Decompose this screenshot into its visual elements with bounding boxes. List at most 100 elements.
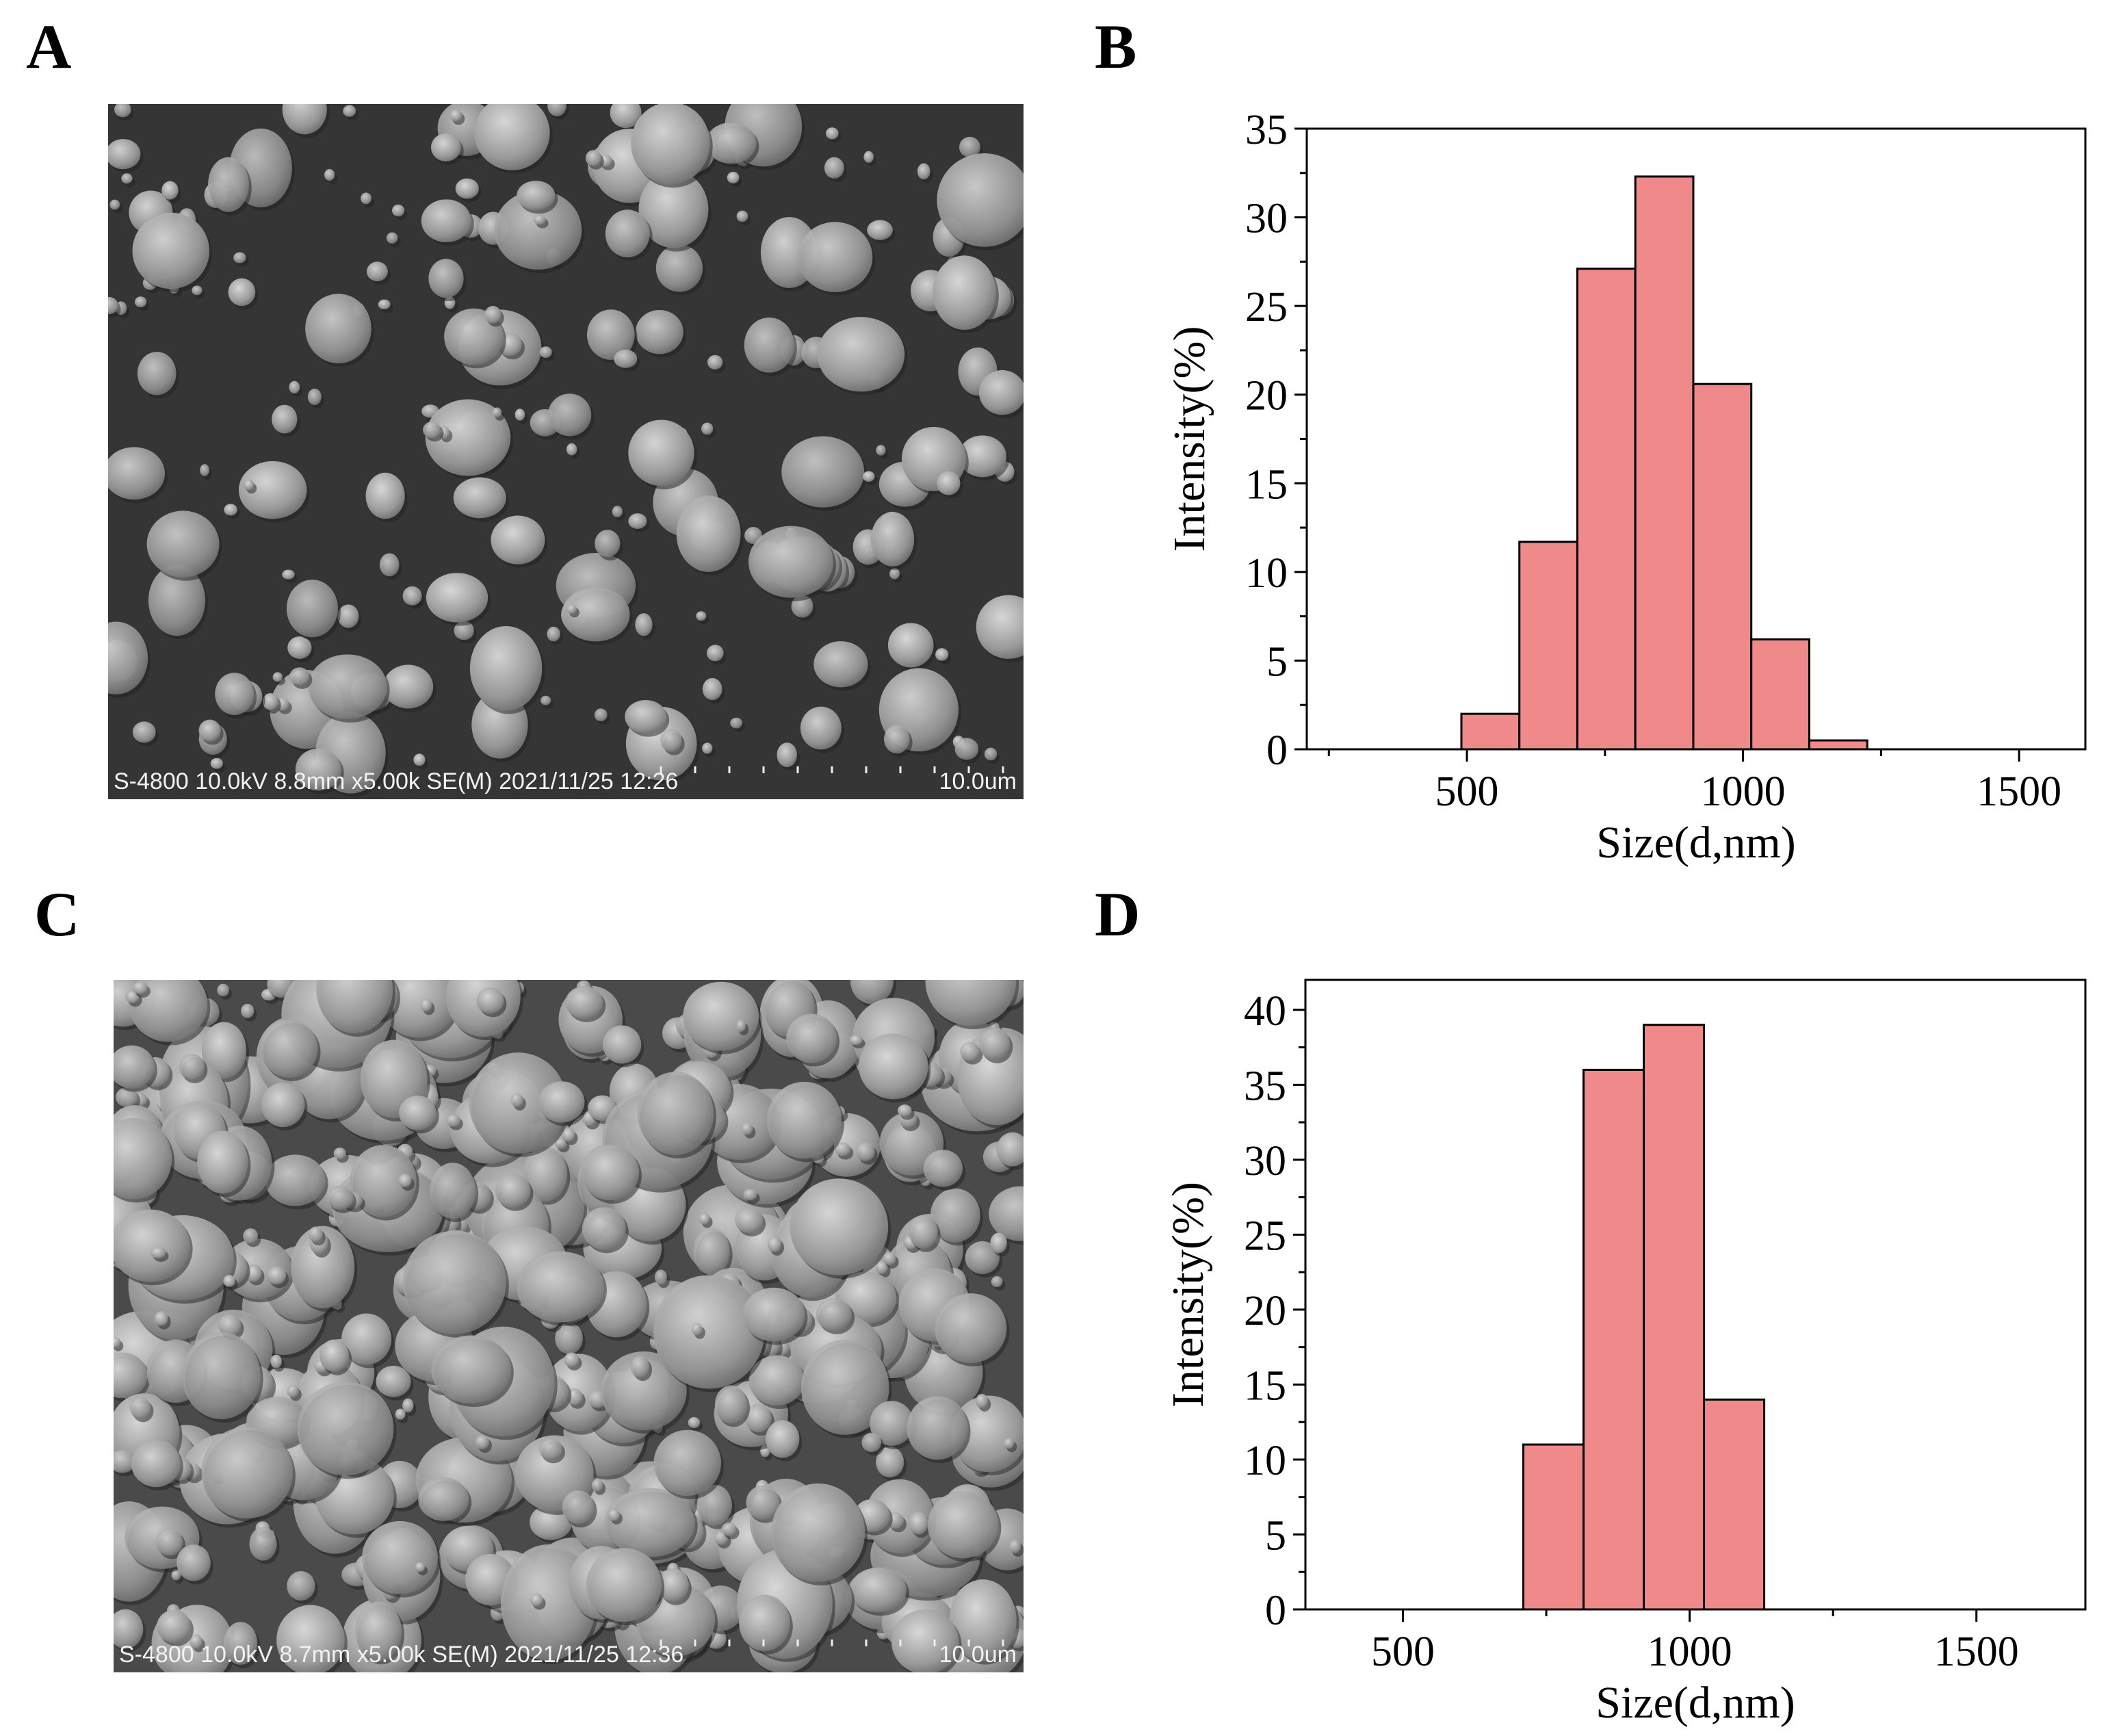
y-tick-label: 25 xyxy=(1244,1213,1286,1259)
particle xyxy=(177,1544,211,1581)
y-tick-label: 10 xyxy=(1245,550,1288,597)
particle xyxy=(870,512,915,567)
particle xyxy=(109,199,120,210)
bar-b-3 xyxy=(1634,175,1695,751)
particle xyxy=(950,1395,1024,1473)
x-axis-label: Size(d,nm) xyxy=(1595,1678,1795,1728)
x-tick-label: 500 xyxy=(1435,768,1499,815)
particle xyxy=(849,1035,863,1046)
particle xyxy=(415,1562,426,1572)
particle xyxy=(333,1148,346,1160)
particle xyxy=(586,1548,662,1622)
particle xyxy=(949,1579,1017,1661)
particle xyxy=(746,1485,780,1520)
particle xyxy=(378,299,391,310)
particle xyxy=(155,1528,183,1556)
particle xyxy=(566,604,577,614)
particle xyxy=(933,255,996,331)
particle xyxy=(1003,1438,1015,1449)
particle xyxy=(179,1054,205,1080)
particle xyxy=(657,1568,689,1602)
particle xyxy=(628,419,694,487)
particle xyxy=(450,109,463,122)
particle xyxy=(192,285,203,296)
particle xyxy=(469,625,543,711)
particle xyxy=(533,215,546,225)
particle xyxy=(748,1355,805,1406)
y-tick-label: 15 xyxy=(1244,1362,1286,1409)
particle xyxy=(446,1114,460,1127)
particle xyxy=(581,1144,639,1201)
particle xyxy=(491,515,545,565)
particle xyxy=(108,296,118,315)
particle xyxy=(495,1174,531,1208)
particle xyxy=(137,352,177,396)
particle xyxy=(171,1568,181,1581)
particle xyxy=(538,1438,562,1460)
particle xyxy=(561,587,630,642)
particle xyxy=(261,1082,305,1128)
particle xyxy=(287,636,312,659)
particle xyxy=(602,1025,642,1064)
particle xyxy=(586,309,635,360)
x-tick-label: 1000 xyxy=(1701,768,1786,815)
particle xyxy=(960,1041,980,1061)
particle xyxy=(341,1313,392,1365)
particle xyxy=(289,380,300,394)
particle xyxy=(935,648,949,661)
particle xyxy=(270,1354,283,1369)
particle xyxy=(989,1186,1024,1241)
bar-b-4 xyxy=(1692,383,1753,751)
particle xyxy=(324,168,335,181)
particle xyxy=(431,1335,511,1404)
particle xyxy=(863,151,874,163)
particle xyxy=(766,1420,800,1458)
particle xyxy=(265,1154,326,1206)
sem-image-c: S-4800 10.0kV 8.7mm x5.00k SE(M) 2021/11… xyxy=(114,980,1024,1672)
particle xyxy=(655,244,703,292)
particle xyxy=(688,1416,701,1429)
particle xyxy=(161,181,179,200)
particle xyxy=(790,1178,889,1275)
particle xyxy=(517,181,556,211)
bar-d-3 xyxy=(1703,1398,1766,1611)
particle xyxy=(376,1365,411,1397)
particle xyxy=(850,1567,907,1613)
particle xyxy=(954,738,979,760)
sem-metadata-a: S-4800 10.0kV 8.8mm x5.00k SE(M) 2021/11… xyxy=(114,768,679,794)
particle xyxy=(453,477,506,519)
particle xyxy=(562,1128,575,1142)
particle xyxy=(413,753,426,766)
particle xyxy=(218,1314,242,1337)
y-axis-label: Intensity(%) xyxy=(1163,1182,1213,1408)
particle xyxy=(114,1609,144,1649)
particle xyxy=(991,1275,1003,1288)
particle xyxy=(426,573,489,623)
bar-b-5 xyxy=(1750,638,1810,751)
particle xyxy=(150,1247,166,1259)
particle xyxy=(430,1163,476,1219)
y-tick-label: 0 xyxy=(1266,727,1288,774)
particle xyxy=(454,621,474,640)
particle xyxy=(282,104,327,135)
particle xyxy=(743,1189,757,1201)
y-tick-label: 35 xyxy=(1245,107,1288,153)
particle xyxy=(800,706,842,750)
particle xyxy=(365,472,405,519)
particle xyxy=(398,1174,412,1187)
sem-particles-c xyxy=(114,980,1024,1672)
particle xyxy=(108,447,166,500)
particle xyxy=(824,157,844,179)
particle xyxy=(930,1188,980,1243)
particle xyxy=(608,1508,620,1521)
particle xyxy=(262,692,278,710)
particle xyxy=(927,1491,999,1559)
particle xyxy=(276,1605,345,1672)
particle xyxy=(215,673,255,716)
particle xyxy=(736,210,748,222)
particle xyxy=(630,1356,650,1378)
particle xyxy=(267,1266,287,1285)
particle xyxy=(366,261,388,282)
particle xyxy=(114,1117,172,1200)
particle xyxy=(582,1207,626,1250)
